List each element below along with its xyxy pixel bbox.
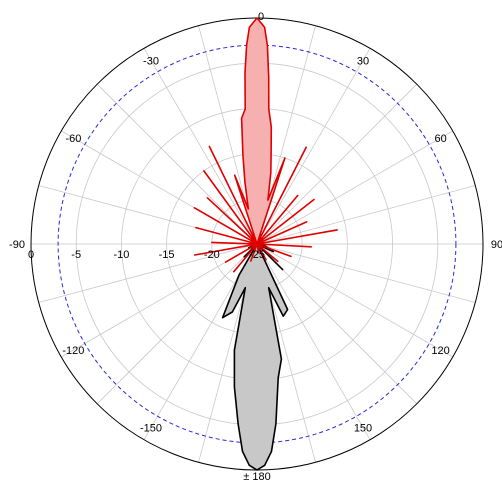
radial-tick-label: -15 xyxy=(159,249,175,261)
angular-gridline xyxy=(96,243,258,405)
angular-gridline xyxy=(256,243,453,358)
angular-tick-label: 60 xyxy=(434,133,446,145)
angular-gridline xyxy=(256,48,371,245)
angular-tick-label: 0 xyxy=(258,11,264,23)
angular-gridline xyxy=(256,130,453,245)
angular-gridline xyxy=(256,185,476,245)
angular-tick-label: -120 xyxy=(62,345,84,357)
label-layer: 0 -5 -10 -15 -20 -25 0 30 60 90 120 150 ± 180 -150 -12… xyxy=(9,11,502,483)
radial-tick-label: 0 xyxy=(28,249,34,261)
angular-gridline xyxy=(143,48,258,245)
radial-tick-label: -10 xyxy=(113,249,129,261)
angular-gridline xyxy=(256,243,418,405)
angular-tick-label: -60 xyxy=(65,133,81,145)
angular-tick-label: -30 xyxy=(143,55,159,67)
radial-tick-label: -5 xyxy=(71,249,81,261)
angular-gridline xyxy=(61,243,258,358)
angular-tick-label: -90 xyxy=(9,239,25,251)
reference-circle xyxy=(57,44,457,444)
angular-gridline xyxy=(96,83,258,245)
angular-tick-label: 120 xyxy=(431,345,449,357)
angular-gridline xyxy=(256,243,371,440)
angular-gridline xyxy=(256,243,476,303)
series-layer xyxy=(193,17,338,471)
radial-tick-label: -20 xyxy=(204,249,220,261)
angular-tick-label: 90 xyxy=(491,239,502,251)
angular-gridline xyxy=(256,83,418,245)
series-red-pattern xyxy=(193,17,338,273)
radial-tick-label: -25 xyxy=(249,249,265,261)
angular-tick-label: ± 180 xyxy=(243,471,270,483)
angular-tick-label: 150 xyxy=(354,423,372,435)
angular-gridline xyxy=(38,243,258,303)
series-black-pattern xyxy=(221,243,289,471)
angular-tick-label: 30 xyxy=(357,55,369,67)
angular-tick-label: -150 xyxy=(140,423,162,435)
